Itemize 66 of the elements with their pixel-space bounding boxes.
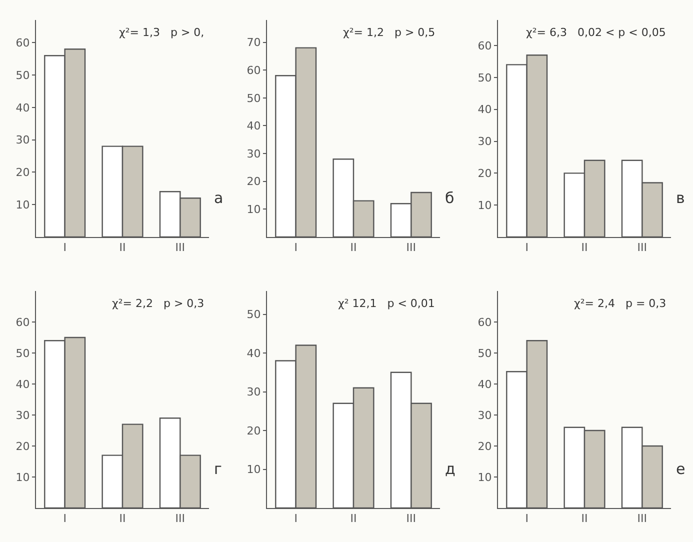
x-tick-label: II — [350, 241, 357, 254]
y-tick-label: 60 — [16, 36, 30, 50]
x-tick-label: III — [175, 241, 186, 254]
y-tick-label: 70 — [246, 36, 261, 50]
x-tick-label: I — [525, 241, 528, 254]
y-tick-label: 10 — [478, 470, 492, 484]
y-tick-label: 20 — [478, 167, 492, 180]
y-tick-label: 40 — [246, 120, 261, 133]
y-tick-label: 50 — [478, 346, 492, 360]
y-tick-label: 60 — [478, 39, 492, 52]
annotation: χ²= 2,2 p > 0,3 — [112, 297, 204, 310]
y-tick-label: 40 — [16, 101, 30, 114]
y-tick-label: 20 — [16, 166, 30, 180]
y-tick-label: 40 — [246, 346, 261, 360]
text: а — [214, 189, 224, 207]
y-tick-label: 50 — [478, 71, 492, 84]
x-tick-label: III — [637, 512, 648, 526]
y-tick-label: 50 — [246, 92, 261, 105]
y-tick-label: 40 — [478, 378, 492, 391]
y-tick-label: 50 — [246, 308, 261, 322]
y-tick-label: 10 — [478, 198, 492, 212]
text: г — [214, 460, 222, 478]
y-tick-label: 40 — [16, 378, 30, 391]
x-tick-label: III — [406, 512, 416, 526]
y-tick-label: 60 — [16, 316, 30, 329]
x-tick-label: I — [525, 512, 528, 526]
y-tick-label: 50 — [16, 346, 30, 360]
x-tick-label: II — [581, 241, 588, 254]
x-tick-label: I — [294, 512, 298, 526]
annotation: χ²= 1,3 p > 0, — [119, 26, 204, 39]
y-tick-label: 20 — [478, 440, 492, 453]
y-tick-label: 30 — [246, 147, 261, 160]
y-tick-label: 30 — [478, 135, 492, 148]
x-tick-label: III — [175, 512, 186, 526]
y-tick-label: 10 — [246, 203, 261, 216]
annotation: χ² 12,1 p < 0,01 — [338, 297, 435, 310]
x-tick-label: II — [350, 512, 357, 526]
annotation: χ²= 1,2 p > 0,5 — [343, 26, 436, 39]
text: б — [445, 189, 454, 207]
x-tick-label: III — [406, 241, 416, 254]
x-tick-label: I — [294, 241, 298, 254]
y-tick-label: 60 — [478, 316, 492, 329]
text: д — [445, 460, 456, 478]
y-tick-label: 20 — [246, 175, 261, 188]
annotation: χ²= 2,4 p = 0,3 — [574, 297, 666, 310]
y-tick-label: 30 — [16, 408, 30, 422]
y-tick-label: 30 — [16, 134, 30, 147]
y-tick-label: 10 — [16, 198, 30, 212]
y-tick-label: 40 — [478, 103, 492, 116]
y-tick-label: 30 — [246, 386, 261, 399]
x-tick-label: I — [63, 512, 66, 526]
y-tick-label: 10 — [16, 470, 30, 484]
x-tick-label: II — [581, 512, 588, 526]
y-tick-label: 20 — [16, 440, 30, 453]
text: е — [676, 460, 686, 478]
x-tick-label: III — [637, 241, 648, 254]
y-tick-label: 60 — [246, 64, 261, 77]
x-tick-label: II — [119, 241, 126, 254]
x-tick-label: II — [119, 512, 126, 526]
y-tick-label: 30 — [478, 408, 492, 422]
annotation: χ²= 6,3 0,02 < p < 0,05 — [526, 26, 666, 39]
y-tick-label: 20 — [246, 424, 261, 438]
x-tick-label: I — [63, 241, 66, 254]
text: в — [676, 189, 685, 207]
y-tick-label: 50 — [16, 68, 30, 82]
y-tick-label: 10 — [246, 463, 261, 476]
